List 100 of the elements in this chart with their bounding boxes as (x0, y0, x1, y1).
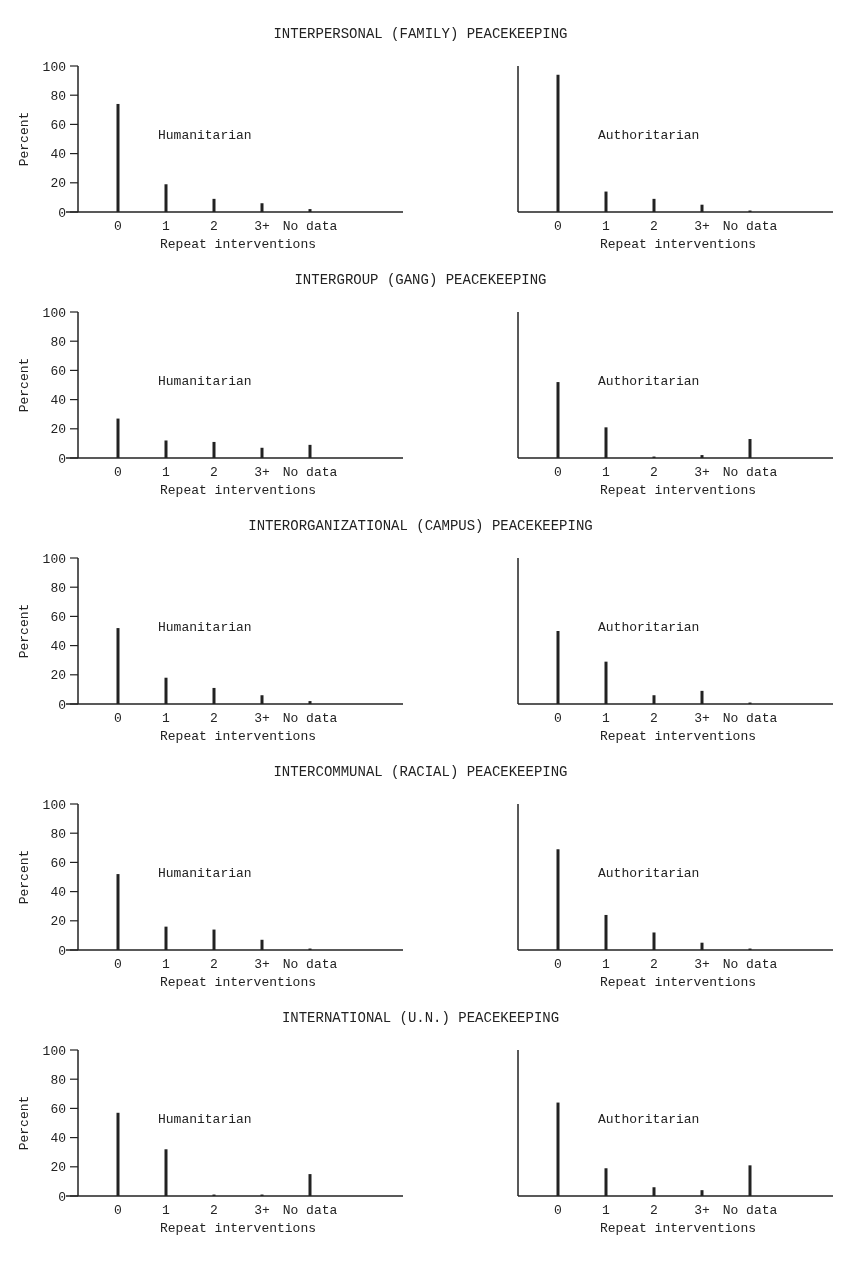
y-tick-label: 40 (50, 885, 66, 901)
x-tick-label: 1 (602, 219, 611, 234)
y-tick-label: 40 (50, 1131, 66, 1147)
x-tick-label: 3+ (254, 711, 270, 726)
x-tick-label: 3+ (694, 711, 710, 726)
text: INTERORGANIZATIONAL (CAMPUS) PEACEKEEPING (248, 518, 593, 534)
x-tick-label: No data (282, 957, 338, 972)
x-axis-title: Repeat interventions (599, 1221, 757, 1236)
x-tick-label: 2 (210, 465, 218, 480)
y-tick-label: 0 (58, 451, 66, 467)
x-tick-label: 1 (602, 957, 611, 972)
y-tick-label: 100 (42, 1043, 66, 1059)
x-tick-label: 0 (554, 957, 562, 972)
y-tick-label: 80 (50, 826, 66, 842)
y-tick-label: 0 (58, 943, 66, 959)
y-tick-label: 0 (58, 205, 66, 221)
y-axis-title: Percent (17, 111, 32, 167)
y-tick-label: 60 (50, 363, 66, 379)
x-tick-label: 3+ (694, 219, 710, 234)
y-tick-label: 60 (50, 855, 66, 871)
x-tick-label: 0 (114, 1203, 122, 1218)
y-tick-label: 20 (50, 1160, 66, 1176)
annotation: Humanitarian (158, 866, 252, 881)
x-tick-label: 1 (602, 1203, 611, 1218)
annotation: Authoritarian (598, 1112, 700, 1127)
y-tick-label: 20 (50, 914, 66, 930)
x-tick-label: 2 (210, 219, 218, 234)
x-axis-title: Repeat interventions (599, 975, 757, 990)
x-tick-label: 2 (650, 465, 658, 480)
x-tick-label: 3+ (254, 219, 270, 234)
y-tick-label: 40 (50, 639, 66, 655)
x-tick-label: No data (722, 465, 778, 480)
y-tick-label: 60 (50, 1101, 66, 1117)
x-tick-label: 0 (554, 1203, 562, 1218)
x-tick-label: 3+ (694, 1203, 710, 1218)
x-tick-label: 1 (162, 219, 171, 234)
y-tick-label: 100 (42, 305, 66, 321)
x-tick-label: 1 (162, 465, 171, 480)
x-axis-title: Repeat interventions (159, 975, 317, 990)
x-tick-label: 0 (114, 711, 122, 726)
annotation: Humanitarian (158, 374, 252, 389)
y-tick-label: 20 (50, 176, 66, 192)
y-tick-label: 60 (50, 609, 66, 625)
y-tick-label: 80 (50, 88, 66, 104)
x-axis-title: Repeat interventions (599, 729, 757, 744)
x-axis-title: Repeat interventions (599, 237, 757, 252)
x-axis-title: Repeat interventions (159, 237, 317, 252)
x-tick-label: No data (722, 711, 778, 726)
x-tick-label: 0 (114, 219, 122, 234)
y-tick-label: 80 (50, 580, 66, 596)
x-tick-label: No data (722, 1203, 778, 1218)
text: INTERGROUP (GANG) PEACEKEEPING (294, 272, 547, 288)
x-tick-label: 3+ (694, 465, 710, 480)
annotation: Authoritarian (598, 374, 700, 389)
x-tick-label: 3+ (254, 1203, 270, 1218)
x-axis-title: Repeat interventions (599, 483, 757, 498)
x-tick-label: 0 (554, 465, 562, 480)
x-tick-label: 0 (114, 957, 122, 972)
x-tick-label: 1 (602, 465, 611, 480)
text: INTERCOMMUNAL (RACIAL) PEACEKEEPING (273, 764, 568, 780)
x-tick-label: 2 (650, 957, 658, 972)
y-tick-label: 80 (50, 334, 66, 350)
y-tick-label: 100 (42, 551, 66, 567)
x-tick-label: 0 (554, 711, 562, 726)
x-axis-title: Repeat interventions (159, 729, 317, 744)
annotation: Humanitarian (158, 1112, 252, 1127)
y-tick-label: 80 (50, 1072, 66, 1088)
y-axis-title: Percent (17, 603, 32, 659)
x-tick-label: 2 (650, 1203, 658, 1218)
x-tick-label: 2 (650, 219, 658, 234)
y-tick-label: 60 (50, 117, 66, 133)
annotation: Humanitarian (158, 128, 252, 143)
y-tick-label: 20 (50, 422, 66, 438)
x-tick-label: No data (722, 219, 778, 234)
y-tick-label: 100 (42, 797, 66, 813)
x-tick-label: 3+ (694, 957, 710, 972)
x-tick-label: 0 (114, 465, 122, 480)
y-axis-title: Percent (17, 1095, 32, 1151)
x-axis-title: Repeat interventions (159, 1221, 317, 1236)
x-tick-label: 2 (210, 957, 218, 972)
x-tick-label: 3+ (254, 465, 270, 480)
text: INTERNATIONAL (U.N.) PEACEKEEPING (281, 1010, 560, 1026)
annotation: Humanitarian (158, 620, 252, 635)
y-tick-label: 100 (42, 59, 66, 75)
x-tick-label: No data (282, 711, 338, 726)
x-tick-label: 1 (602, 711, 611, 726)
y-tick-label: 20 (50, 668, 66, 684)
x-tick-label: 2 (210, 711, 218, 726)
x-tick-label: 0 (554, 219, 562, 234)
y-tick-label: 40 (50, 147, 66, 163)
x-tick-label: No data (282, 465, 338, 480)
x-tick-label: 1 (162, 711, 171, 726)
x-tick-label: No data (722, 957, 778, 972)
y-tick-label: 0 (58, 697, 66, 713)
x-tick-label: 1 (162, 957, 171, 972)
x-axis-title: Repeat interventions (159, 483, 317, 498)
x-tick-label: No data (282, 1203, 338, 1218)
x-tick-label: 3+ (254, 957, 270, 972)
annotation: Authoritarian (598, 620, 700, 635)
y-axis-title: Percent (17, 849, 32, 905)
